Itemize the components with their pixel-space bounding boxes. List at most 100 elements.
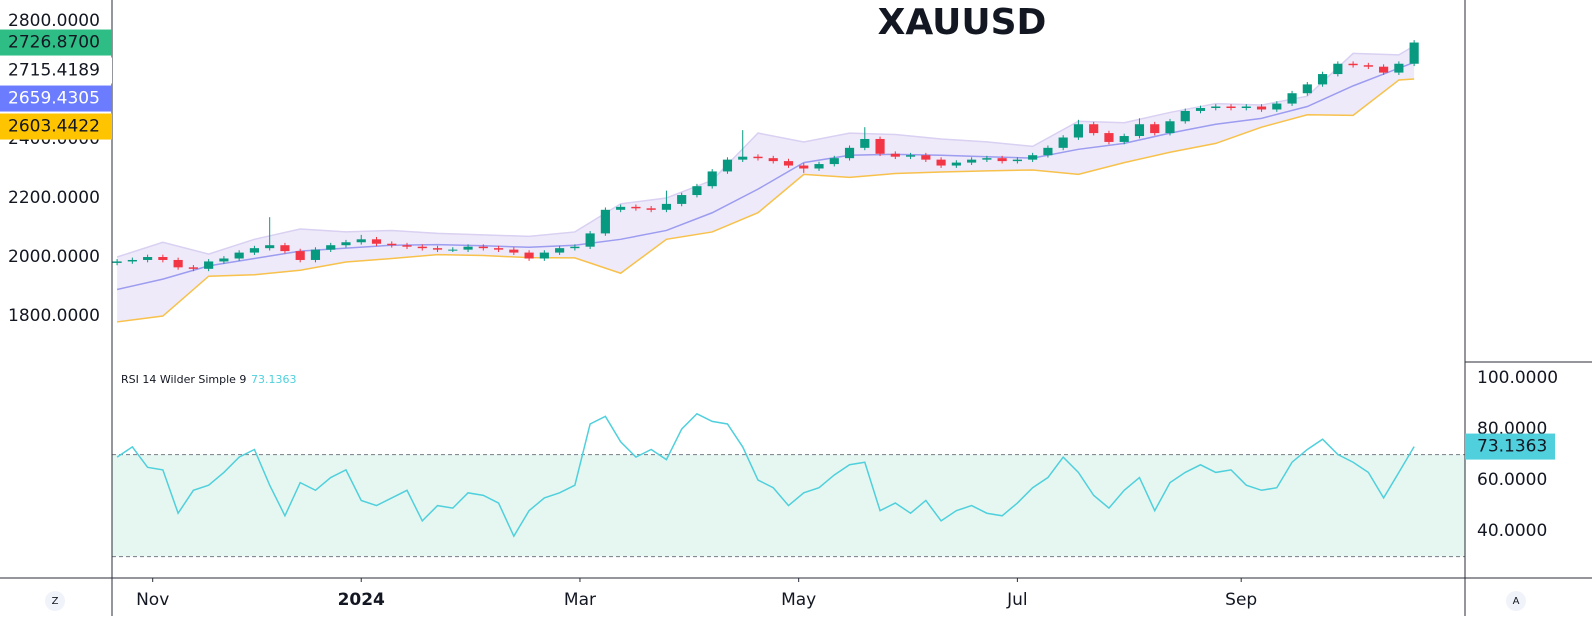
candle-body (1287, 93, 1297, 104)
candle-body (646, 208, 656, 210)
candle-body (1302, 84, 1312, 94)
price-label-box (0, 57, 112, 84)
rsi-value-box (1465, 433, 1555, 460)
candle-body (905, 155, 916, 157)
price-label-box (0, 29, 112, 56)
candle-body (1073, 124, 1084, 138)
candle-body (463, 246, 473, 250)
candle-body (707, 171, 717, 187)
candle-body (356, 239, 366, 243)
candle-body (432, 248, 443, 250)
candle-body (219, 258, 229, 262)
candle-body (1165, 121, 1175, 134)
candle-body (631, 206, 641, 209)
candle-body (417, 246, 427, 249)
button-right[interactable] (1506, 591, 1526, 611)
x-tick-label: Nov (136, 590, 169, 610)
candle-body (387, 243, 397, 246)
candle-body (753, 156, 763, 159)
candle-body (1195, 108, 1206, 111)
rsi-legend: RSI 14 Wilder Simple 9 (121, 373, 246, 386)
candle-body (478, 246, 488, 249)
candle-body (265, 245, 275, 249)
candle-body (509, 249, 519, 253)
candle-body (1256, 106, 1267, 110)
price-label: 2603.4422 (8, 117, 100, 137)
candle-body (951, 162, 961, 166)
candle-body (341, 242, 351, 246)
candle-body (738, 156, 748, 160)
candle-body (936, 159, 946, 166)
candle-body (799, 165, 809, 169)
candle-body (616, 206, 626, 210)
candle-body (585, 233, 595, 247)
y-tick-label: 2200.0000 (8, 188, 100, 208)
rsi-legend-value: 73.1363 (251, 373, 297, 386)
plot (112, 40, 1419, 538)
candle-body (921, 155, 931, 160)
button-left[interactable] (45, 591, 65, 611)
candle-body (112, 261, 122, 263)
candle-body (661, 203, 672, 210)
candle-body (1134, 124, 1145, 137)
candle-body (600, 209, 610, 234)
candle-body (692, 186, 702, 196)
candle-body (143, 257, 153, 260)
candle-body (280, 245, 290, 252)
candle-body (448, 249, 458, 251)
price-label: 2726.8700 (8, 33, 100, 53)
candle-body (295, 251, 305, 260)
y-tick-label: 40.0000 (1477, 521, 1547, 541)
button-left-label[interactable]: Z (52, 596, 59, 607)
candle-body (860, 138, 870, 148)
candle-body (844, 147, 855, 159)
candle-body (814, 164, 824, 169)
candle-body (783, 161, 794, 166)
candle-body (1028, 155, 1038, 160)
candle-body (326, 245, 336, 250)
candle-body (402, 245, 412, 247)
y-tick-label: 2800.0000 (8, 11, 100, 31)
candle-body (1211, 106, 1221, 108)
y-tick-label: 1800.0000 (8, 306, 100, 326)
candle-body (1409, 42, 1419, 64)
candle-body (1043, 147, 1053, 156)
candle-body (875, 138, 885, 154)
chart-title: XAUUSD (878, 2, 1047, 43)
candle-body (997, 158, 1007, 162)
candle-body (1272, 103, 1282, 110)
candle-body (555, 248, 565, 253)
candle-body (127, 259, 137, 262)
candle-body (371, 239, 382, 244)
candle-body (1318, 74, 1328, 85)
candle-body (204, 261, 214, 269)
y-tick-label: 60.0000 (1477, 470, 1547, 490)
candle-body (1180, 110, 1190, 122)
candle-body (524, 252, 534, 259)
plot-back (112, 45, 1465, 558)
candle-body (570, 246, 580, 249)
x-tick-label: 2024 (338, 590, 385, 610)
band-line (116, 61, 1415, 291)
candle-body (1119, 136, 1129, 142)
candle-body (1226, 106, 1236, 108)
candle-body (234, 252, 244, 259)
candle-body (1104, 133, 1114, 142)
candle-body (768, 158, 778, 162)
candle-body (722, 159, 733, 172)
rsi-value-label: 73.1363 (1477, 437, 1547, 457)
candle-body (310, 249, 321, 260)
candle-body (982, 158, 992, 160)
x-tick-label: Jul (1006, 590, 1028, 610)
candle-body (1058, 137, 1068, 148)
candle-body (1379, 66, 1389, 73)
price-label: 2715.4189 (8, 61, 100, 81)
candle-body (967, 159, 977, 163)
candle-body (158, 257, 168, 260)
candle-body (1333, 63, 1343, 75)
candle-body (173, 259, 183, 268)
button-right-label[interactable]: A (1513, 596, 1520, 607)
candle-body (539, 252, 549, 259)
candle-body (1012, 159, 1022, 162)
